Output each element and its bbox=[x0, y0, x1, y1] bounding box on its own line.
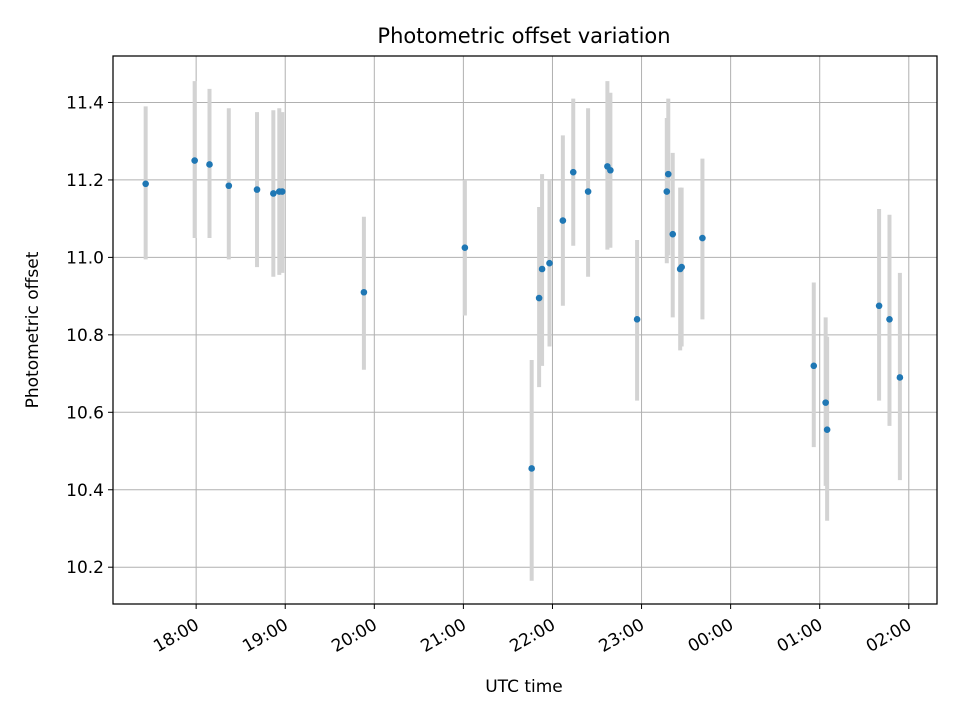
data-point bbox=[225, 182, 233, 190]
y-tick-label: 10.2 bbox=[66, 558, 104, 578]
y-tick-label: 11.4 bbox=[66, 93, 104, 113]
x-axis-label: UTC time bbox=[485, 677, 563, 697]
y-tick-label: 10.8 bbox=[66, 326, 104, 346]
data-point bbox=[278, 188, 286, 195]
data-point bbox=[607, 166, 614, 174]
data-point bbox=[584, 188, 592, 195]
data-point bbox=[535, 294, 543, 302]
data-point bbox=[823, 426, 831, 434]
data-point bbox=[875, 302, 883, 310]
data-point bbox=[886, 316, 893, 323]
data-point bbox=[142, 180, 149, 188]
data-point bbox=[822, 399, 829, 406]
data-point bbox=[270, 190, 277, 197]
data-point bbox=[546, 259, 553, 267]
data-point bbox=[569, 168, 577, 176]
data-point bbox=[678, 263, 685, 271]
data-point bbox=[633, 316, 641, 323]
data-points bbox=[142, 157, 904, 472]
data-point bbox=[360, 288, 368, 296]
data-point bbox=[664, 170, 672, 178]
data-point bbox=[191, 157, 198, 164]
data-point bbox=[528, 465, 535, 472]
data-point bbox=[461, 244, 469, 252]
data-point bbox=[810, 362, 818, 370]
y-tick-label: 10.4 bbox=[66, 481, 104, 501]
data-point bbox=[253, 186, 261, 193]
data-point bbox=[669, 230, 677, 238]
data-point bbox=[699, 234, 706, 242]
grid bbox=[113, 56, 937, 604]
data-point bbox=[559, 217, 567, 224]
y-tick-label: 11.2 bbox=[66, 171, 104, 191]
y-tick-label: 11.0 bbox=[66, 248, 104, 268]
data-point bbox=[663, 188, 671, 195]
chart-title: Photometric offset variation bbox=[377, 24, 670, 48]
plot-frame bbox=[112, 55, 938, 605]
data-point bbox=[206, 161, 213, 168]
data-point bbox=[538, 265, 546, 273]
y-axis-label: Photometric offset bbox=[23, 251, 43, 408]
y-tick-label: 10.6 bbox=[66, 403, 104, 423]
data-point bbox=[896, 374, 904, 381]
